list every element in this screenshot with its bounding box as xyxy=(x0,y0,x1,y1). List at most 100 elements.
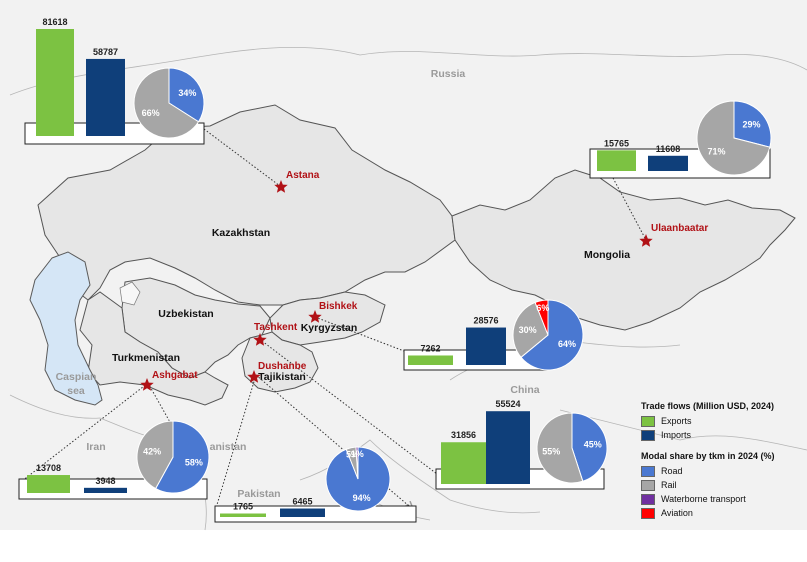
pie-slice-road-ashgabat xyxy=(154,420,210,494)
pie-pct-label-road-ulaanbaatar: 29% xyxy=(743,119,761,129)
capital-star-astana xyxy=(274,180,288,193)
legend-item-road: Road xyxy=(641,464,801,478)
label-sea: sea xyxy=(67,385,85,397)
pie-slice-rail-bishkek xyxy=(512,301,549,359)
label-afghanistan: anistan xyxy=(210,441,247,453)
label-caspian: Caspian xyxy=(56,371,97,383)
bar-value-label-imports-tashkent: 55524 xyxy=(495,399,520,409)
bar-value-label-exports-ashgabat: 13708 xyxy=(36,463,61,473)
aral-sea xyxy=(119,281,141,306)
pie-pct-label-waterborne-transport-dushanbe: 1% xyxy=(351,449,364,459)
bar-value-label-exports-dushanbe: 1765 xyxy=(233,502,253,512)
pie-slice-rail-astana xyxy=(133,67,200,139)
label-iran: Iran xyxy=(86,441,105,453)
legend-swatch-road xyxy=(641,465,655,477)
pie-slice-rail-ashgabat xyxy=(136,420,174,490)
pie-pct-label-rail-ashgabat: 42% xyxy=(143,447,161,457)
label-mongolia: Mongolia xyxy=(584,249,630,261)
legend-trade-title: Trade flows (Million USD, 2024) xyxy=(641,401,775,411)
legend-item-exports: Exports xyxy=(641,414,801,428)
pie-slice-aviation-bishkek xyxy=(534,299,549,336)
label-kyrgyzstan: Kyrgyzstan xyxy=(301,322,358,334)
capital-star-ulaanbaatar xyxy=(639,234,653,247)
pie-pct-label-rail-tashkent: 55% xyxy=(542,446,560,456)
bar-value-label-exports-astana: 81618 xyxy=(42,17,67,27)
label-china: China xyxy=(510,384,539,396)
legend-label-imports: Imports xyxy=(661,430,692,440)
legend-swatch-exports xyxy=(641,415,655,427)
legend: Trade flows (Million USD, 2024) Exports … xyxy=(641,401,801,520)
bar-imports-bishkek xyxy=(466,327,506,365)
bar-imports-astana xyxy=(86,58,125,136)
legend-item-imports: Imports xyxy=(641,428,801,442)
pie-slice-road-ulaanbaatar xyxy=(733,100,772,148)
legend-swatch-imports xyxy=(641,429,655,441)
pie-pct-label-road-tashkent: 45% xyxy=(584,440,602,450)
tajikistan-shape xyxy=(241,331,319,393)
pie-slice-rail-tashkent xyxy=(536,412,584,484)
pie-slice-road-bishkek xyxy=(520,299,584,371)
bar-value-label-imports-ulaanbaatar: 11608 xyxy=(656,144,681,154)
bar-imports-ulaanbaatar xyxy=(648,155,688,171)
legend-label-rail: Rail xyxy=(661,480,677,490)
bar-value-label-exports-ulaanbaatar: 15765 xyxy=(604,138,629,148)
label-tajikistan: Tajikistan xyxy=(258,371,306,383)
capital-label-dushanbe: Dushanbe xyxy=(258,361,307,372)
capital-star-dushanbe xyxy=(247,370,261,383)
capital-label-tashkent: Tashkent xyxy=(254,322,298,333)
legend-label-road: Road xyxy=(661,466,683,476)
bar-exports-bishkek xyxy=(408,355,453,365)
pie-slice-rail-ulaanbaatar xyxy=(696,100,771,176)
bar-imports-tashkent xyxy=(486,411,530,484)
capital-star-tashkent xyxy=(253,333,267,346)
label-kazakhstan: Kazakhstan xyxy=(212,227,270,239)
pie-pct-label-road-dushanbe: 94% xyxy=(353,493,371,503)
capital-star-bishkek xyxy=(308,310,322,323)
legend-swatch-waterborne xyxy=(641,493,655,505)
pie-pct-label-road-bishkek: 64% xyxy=(558,339,576,349)
legend-swatch-rail xyxy=(641,479,655,491)
pie-pct-label-rail-bishkek: 30% xyxy=(519,325,537,335)
capital-label-ashgabat: Ashgabat xyxy=(152,370,198,381)
legend-label-aviation: Aviation xyxy=(661,508,693,518)
pie-pct-label-rail-dushanbe: 5% xyxy=(346,450,359,460)
caspian-sea xyxy=(29,251,103,406)
pie-pct-label-road-astana: 34% xyxy=(178,88,196,98)
pie-pct-label-aviation-bishkek: 6% xyxy=(536,303,549,313)
bar-value-label-imports-bishkek: 28576 xyxy=(473,316,498,326)
bar-value-label-exports-tashkent: 31856 xyxy=(451,430,476,440)
bar-exports-ulaanbaatar xyxy=(597,150,636,171)
bar-exports-tashkent xyxy=(441,442,486,484)
bar-value-label-imports-dushanbe: 6465 xyxy=(292,497,312,507)
legend-swatch-aviation xyxy=(641,507,655,519)
bar-imports-dushanbe xyxy=(280,508,325,517)
legend-item-waterborne: Waterborne transport xyxy=(641,492,801,506)
bar-value-label-imports-astana: 58787 xyxy=(93,47,118,57)
label-uzbekistan: Uzbekistan xyxy=(158,308,213,320)
pie-slice-waterborne-transport-dushanbe xyxy=(355,446,359,480)
capital-label-ulaanbaatar: Ulaanbaatar xyxy=(651,223,708,234)
capital-label-astana: Astana xyxy=(286,170,320,181)
legend-item-aviation: Aviation xyxy=(641,506,801,520)
charts-layer: 81618 58787 34% 66% 15765 11608 29% 71% 7262 2857… xyxy=(27,17,772,517)
legend-modal-title: Modal share by tkm in 2024 (%) xyxy=(641,451,775,461)
label-pakistan: Pakistan xyxy=(237,488,280,500)
legend-label-exports: Exports xyxy=(661,416,692,426)
pie-pct-label-rail-ulaanbaatar: 71% xyxy=(707,147,725,157)
label-turkmenistan: Turkmenistan xyxy=(112,352,180,364)
pie-pct-label-road-ashgabat: 58% xyxy=(185,457,203,467)
bar-exports-ashgabat xyxy=(27,475,70,493)
bar-value-label-imports-ashgabat: 3948 xyxy=(95,476,115,486)
capital-star-ashgabat xyxy=(140,378,154,391)
label-russia: Russia xyxy=(431,68,466,80)
bar-value-label-exports-bishkek: 7262 xyxy=(420,343,440,353)
mongolia-shape xyxy=(451,169,796,331)
capitals-layer: Astana Ulaanbaatar Bishkek Tashkent Dush… xyxy=(140,170,708,391)
kazakhstan-shape xyxy=(37,104,456,306)
pie-slice-road-tashkent xyxy=(571,412,608,482)
legend-label-waterborne: Waterborne transport xyxy=(661,494,746,504)
capital-label-bishkek: Bishkek xyxy=(319,301,358,312)
bar-exports-astana xyxy=(36,29,74,136)
